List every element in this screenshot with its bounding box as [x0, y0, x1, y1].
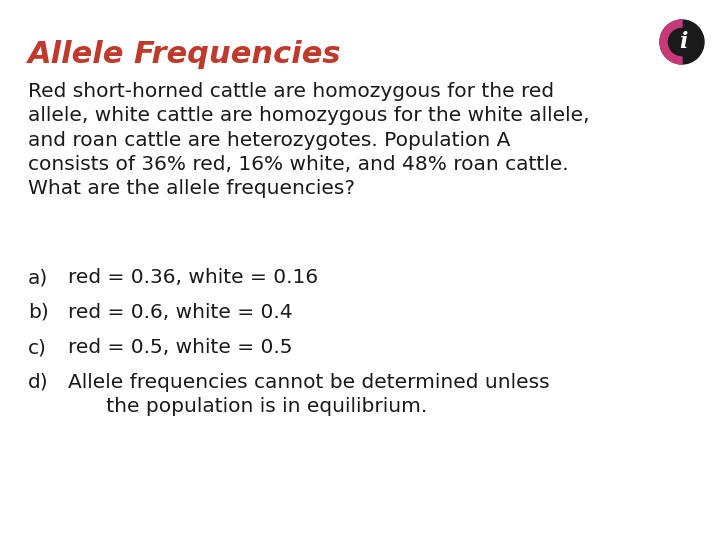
- Text: Red short-horned cattle are homozygous for the red
allele, white cattle are homo: Red short-horned cattle are homozygous f…: [28, 82, 590, 198]
- Text: Allele Frequencies: Allele Frequencies: [28, 40, 341, 69]
- Text: red = 0.36, white = 0.16: red = 0.36, white = 0.16: [68, 268, 318, 287]
- Text: a): a): [28, 268, 48, 287]
- Text: red = 0.5, white = 0.5: red = 0.5, white = 0.5: [68, 338, 292, 357]
- Circle shape: [660, 20, 704, 64]
- Text: b): b): [28, 303, 49, 322]
- Wedge shape: [660, 20, 682, 64]
- Text: Allele frequencies cannot be determined unless
      the population is in equili: Allele frequencies cannot be determined …: [68, 373, 549, 416]
- Text: c): c): [28, 338, 47, 357]
- Text: red = 0.6, white = 0.4: red = 0.6, white = 0.4: [68, 303, 292, 322]
- Text: i: i: [679, 31, 688, 53]
- Text: d): d): [28, 373, 49, 392]
